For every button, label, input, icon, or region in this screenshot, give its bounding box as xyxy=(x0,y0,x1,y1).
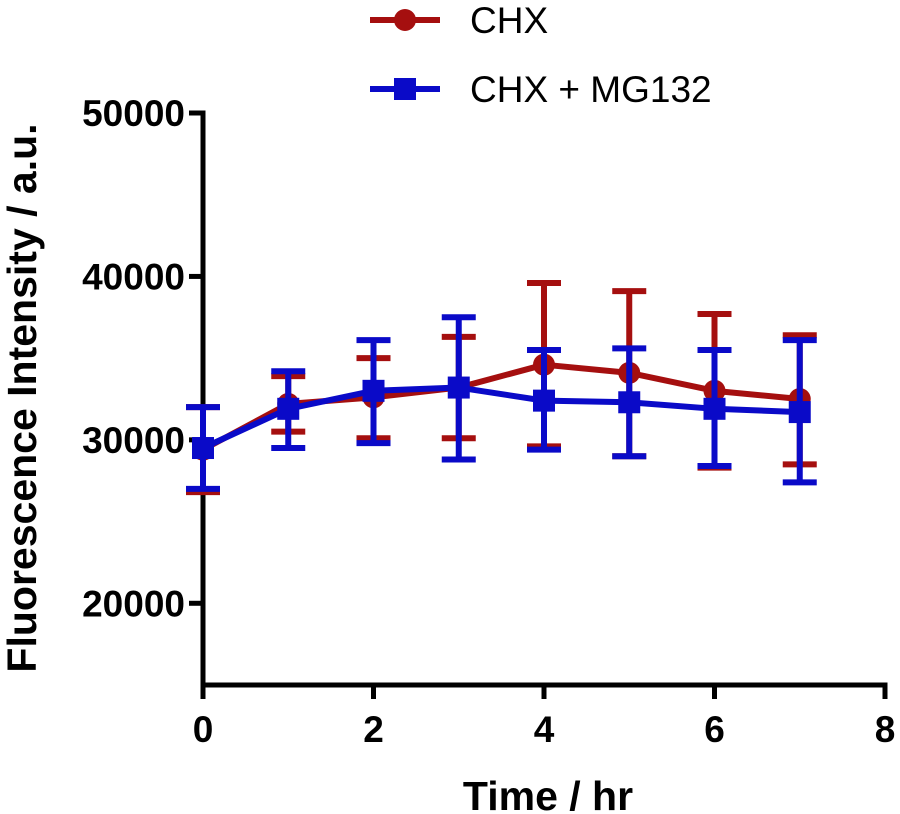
legend-marker xyxy=(394,9,416,31)
x-tick-label: 0 xyxy=(193,709,214,750)
x-tick-label: 2 xyxy=(363,709,384,750)
data-point xyxy=(618,391,641,414)
plot-area xyxy=(186,279,817,496)
legend-item-chx: CHX xyxy=(370,0,548,41)
legend-label: CHX xyxy=(470,0,548,41)
y-tick-label: 20000 xyxy=(82,583,185,624)
data-point xyxy=(277,397,300,420)
legend-label: CHX + MG132 xyxy=(470,69,712,110)
series-chx-mg132 xyxy=(186,314,817,492)
y-tick-label: 30000 xyxy=(82,420,185,461)
y-axis-title: Fluorescence Intensity / a.u. xyxy=(0,123,45,672)
axes: 20000 30000 40000 50000 0 2 4 6 8 Time / hr Fluore… xyxy=(0,93,895,814)
data-point xyxy=(788,401,811,424)
legend-item-chx-mg132: CHX + MG132 xyxy=(370,69,712,110)
x-tick-label: 8 xyxy=(875,709,896,750)
y-tick-label: 50000 xyxy=(82,93,185,134)
series-chx xyxy=(186,279,817,496)
data-point xyxy=(703,397,726,420)
x-tick-label: 6 xyxy=(704,709,725,750)
data-point xyxy=(192,437,214,460)
data-point xyxy=(447,376,470,399)
data-point xyxy=(533,389,555,412)
data-point xyxy=(362,379,385,402)
y-tick-label: 40000 xyxy=(82,256,185,297)
legend: CHX CHX + MG132 xyxy=(370,0,712,110)
x-axis-title: Time / hr xyxy=(463,773,633,814)
x-tick-label: 4 xyxy=(534,709,555,750)
legend-marker xyxy=(394,78,416,100)
series-line xyxy=(201,384,800,451)
